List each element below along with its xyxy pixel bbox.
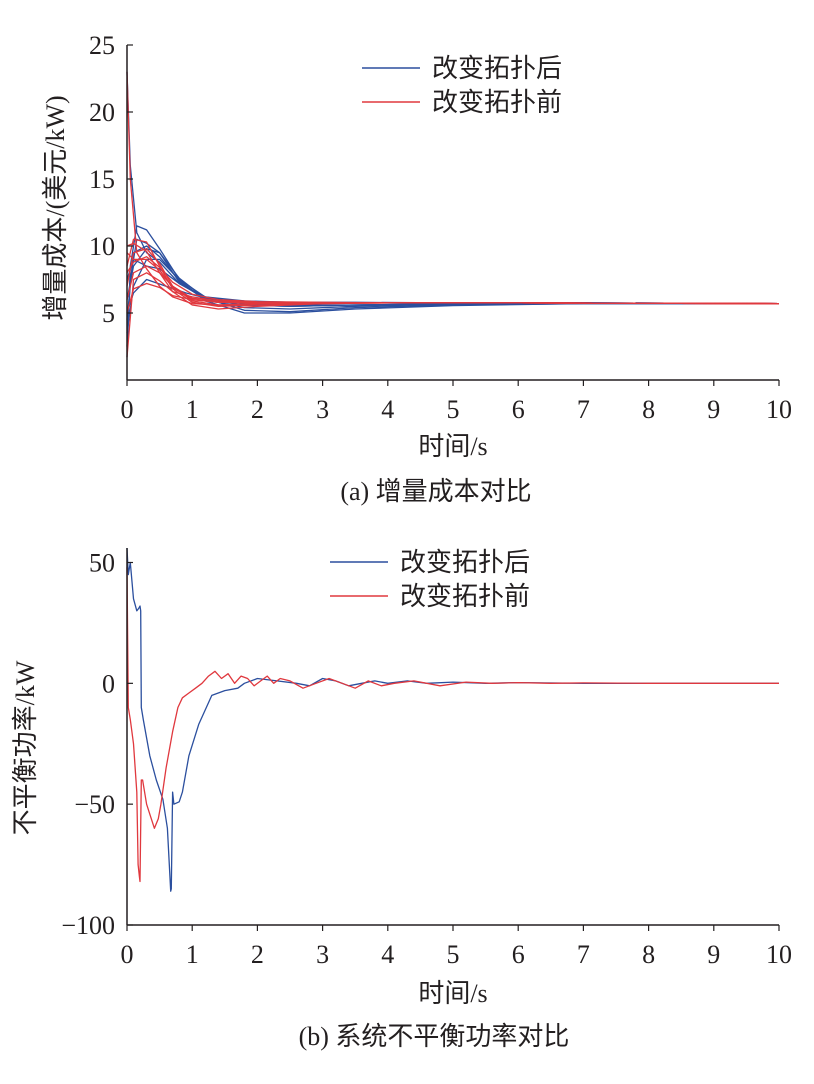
series-line-before-13 xyxy=(126,272,780,358)
series-line-after-0 xyxy=(126,225,780,358)
y-tick-label: 0 xyxy=(102,669,115,698)
x-tick-label: 3 xyxy=(316,940,329,969)
legend-label-after: 改变拓扑后 xyxy=(400,548,530,577)
legend-label-before: 改变拓扑前 xyxy=(432,88,562,117)
x-tick-label: 5 xyxy=(447,940,460,969)
x-tick-label: 6 xyxy=(512,395,525,424)
series-line-after-2 xyxy=(126,238,780,347)
x-tick-label: 4 xyxy=(381,940,394,969)
y-tick-label: −50 xyxy=(74,790,115,819)
series-line-before-12 xyxy=(126,265,780,305)
y-tick-label: −100 xyxy=(61,911,115,940)
x-tick-label: 7 xyxy=(577,395,590,424)
y-tick-label: 5 xyxy=(102,299,115,328)
x-tick-label: 1 xyxy=(186,940,199,969)
x-tick-label: 8 xyxy=(642,395,655,424)
x-tick-label: 10 xyxy=(766,940,792,969)
y-tick-label: 10 xyxy=(89,232,115,261)
series-line-after-6 xyxy=(126,258,780,306)
x-tick-label: 2 xyxy=(251,940,264,969)
x-tick-label: 10 xyxy=(766,395,792,424)
y-tick-label: 25 xyxy=(89,31,115,60)
x-tick-label: 9 xyxy=(707,395,720,424)
caption-b: (b) 系统不平衡功率对比 xyxy=(299,1022,570,1051)
y-axis-title: 增量成本/(美元/kW) xyxy=(41,95,70,320)
series-line-after-5 xyxy=(126,258,779,334)
x-tick-label: 5 xyxy=(447,395,460,424)
y-tick-label: 50 xyxy=(89,549,115,578)
axes: 0 1 2 3 4 5 6 7 8 9 10 5 10 15 20 25 xyxy=(89,31,792,424)
x-tick-label: 8 xyxy=(642,940,655,969)
x-axis-title: 时间/s xyxy=(418,432,487,461)
x-axis-title: 时间/s xyxy=(418,979,487,1008)
x-tick-label: 0 xyxy=(121,940,134,969)
y-tick-label: 20 xyxy=(89,98,115,127)
x-tick-label: 3 xyxy=(316,395,329,424)
series-line-before-15 xyxy=(126,256,780,305)
series-line-before-9 xyxy=(126,238,780,307)
series-line-after-0 xyxy=(126,547,779,892)
axes: 0 1 2 3 4 5 6 7 8 9 10 50 0 −50 −100 xyxy=(61,548,792,969)
series-line-before-1 xyxy=(126,567,779,883)
x-tick-label: 0 xyxy=(121,395,134,424)
x-tick-label: 6 xyxy=(512,940,525,969)
series-line-before-16 xyxy=(126,242,780,310)
x-tick-label: 1 xyxy=(186,395,199,424)
caption-a: (a) 增量成本对比 xyxy=(340,477,531,506)
x-tick-label: 2 xyxy=(251,395,264,424)
series-line-before-10 xyxy=(126,248,780,306)
y-axis-title: 不平衡功率/kW xyxy=(11,660,40,835)
legend-label-before: 改变拓扑前 xyxy=(400,582,530,611)
x-tick-label: 4 xyxy=(381,395,394,424)
series-line-before-11 xyxy=(126,252,780,305)
x-tick-label: 7 xyxy=(577,940,590,969)
x-tick-label: 9 xyxy=(707,940,720,969)
y-tick-label: 15 xyxy=(89,165,115,194)
series-lines xyxy=(126,547,779,892)
legend-label-after: 改变拓扑后 xyxy=(432,54,562,83)
series-lines xyxy=(126,71,780,358)
